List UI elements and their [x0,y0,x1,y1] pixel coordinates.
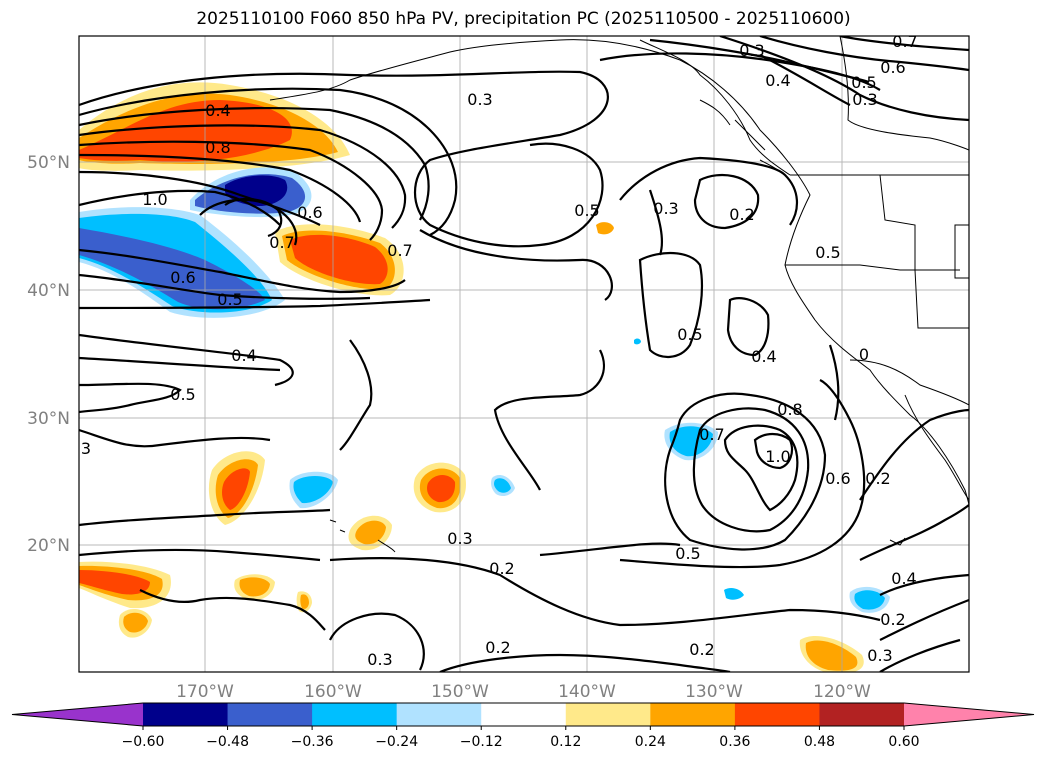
lon-tick-label: 120°W [813,682,871,702]
colorbar-tick-label: 0.24 [635,734,666,750]
contour-label: 0.4 [765,71,790,90]
contour-label: 0.5 [815,243,840,262]
contour-label: 0.6 [297,203,322,222]
colorbar-tick-label: 0.48 [804,734,835,750]
map-frame [78,35,970,673]
contour-label: 0.2 [485,638,510,657]
contour-label: 0.3 [467,90,492,109]
contour-label: 0.3 [852,90,877,109]
lon-tick-label: 130°W [685,682,743,702]
contour-label: 0.5 [851,73,876,92]
contour-label: 0.3 [447,529,472,548]
contour-label: 0.5 [675,544,700,563]
lon-tick-label: 160°W [304,682,362,702]
contour-label: 0.2 [729,205,754,224]
contour-label: 0.7 [387,241,412,260]
colorbar-tick-label: −0.60 [122,734,165,750]
contour-label: 0.5 [574,201,599,220]
contour-label: 0.5 [217,290,242,309]
contour-label: 0.3 [653,199,678,218]
colorbar-extend-low [12,703,143,726]
contour-label: 3 [81,439,91,458]
graticule [79,36,969,672]
contour-label: 1.0 [142,190,167,209]
contour-label: 1.0 [765,447,790,466]
contour-label: 0.2 [865,469,890,488]
contour-label: 0.4 [231,346,256,365]
colorbar-segment [819,703,905,726]
colorbar-segment [312,703,398,726]
lat-tick-labels: 50°N 40°N 30°N 20°N [27,153,70,556]
contour-label: 0.5 [677,325,702,344]
contour-label: 0.8 [205,138,230,157]
contour-label: 0.3 [739,41,764,60]
contour-label: 0.2 [489,559,514,578]
contour-label: 0.3 [367,650,392,669]
lon-tick-label: 170°W [176,682,234,702]
colorbar: −0.60 −0.48 −0.36 −0.24 −0.12 0.12 0.24 0.36 0.4… [11,702,1035,750]
map-title: 2025110100 F060 850 hPa PV, precipitatio… [196,9,851,29]
contour-label: 0.6 [170,268,195,287]
colorbar-segment [650,703,736,726]
lon-tick-labels: 170°W 160°W 150°W 140°W 130°W 120°W [176,682,871,702]
contour-label: 0.8 [777,400,802,419]
lon-tick-label: 140°W [558,682,616,702]
colorbar-segment [143,703,229,726]
lat-tick-label: 40°N [27,281,70,301]
colorbar-segment [396,703,482,726]
colorbar-tick-label: 0.36 [719,734,750,750]
contour-label: 0.4 [751,347,776,366]
colorbar-segment [734,703,820,726]
colorbar-tick-label: −0.48 [206,734,249,750]
colorbar-tick-label: −0.12 [460,734,503,750]
contour-label: 0.7 [699,425,724,444]
contour-label: 0.6 [825,469,850,488]
contour-label: 0.3 [867,646,892,665]
colorbar-segment [227,703,313,726]
lon-tick-label: 150°W [431,682,489,702]
colorbar-tick-label: −0.24 [375,734,418,750]
colorbar-segment [481,703,567,726]
contour-label: 0.2 [689,640,714,659]
contour-label: 0.2 [880,610,905,629]
contour-label: 0.5 [170,385,195,404]
colorbar-tick-label: 0.60 [888,734,919,750]
contour-label: 0.4 [205,101,230,120]
contour-label: 0.7 [269,233,294,252]
contour-label: 0.7 [892,32,917,51]
colorbar-tick-label: 0.12 [550,734,581,750]
pv-contours [79,36,969,672]
lat-tick-label: 30°N [27,409,70,429]
contour-labels: 0.4 0.8 1.0 0.6 0.7 0.7 0.6 0.5 0.4 0.5 … [81,32,918,669]
contour-label: 0.6 [880,58,905,77]
colorbar-tick-label: −0.36 [291,734,334,750]
lat-tick-label: 20°N [27,536,70,556]
coastlines [269,36,969,553]
contour-label: 0 [859,345,869,364]
colorbar-extend-high [904,703,1034,726]
contour-label: 0.4 [891,569,916,588]
lat-tick-label: 50°N [27,153,70,173]
colorbar-segment [565,703,651,726]
